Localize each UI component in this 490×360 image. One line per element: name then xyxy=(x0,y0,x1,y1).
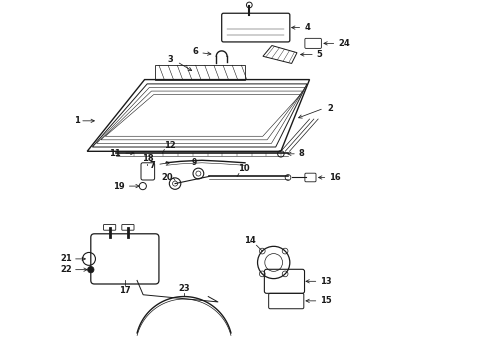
Text: 4: 4 xyxy=(304,23,310,32)
Text: 24: 24 xyxy=(338,39,350,48)
Text: 8: 8 xyxy=(298,149,304,158)
Text: 19: 19 xyxy=(113,181,125,190)
Text: 14: 14 xyxy=(244,235,256,244)
Text: 18: 18 xyxy=(142,154,153,163)
Text: 11: 11 xyxy=(110,149,122,158)
Text: 17: 17 xyxy=(119,286,131,295)
Text: 6: 6 xyxy=(193,48,198,57)
Text: 22: 22 xyxy=(60,265,72,274)
Text: 5: 5 xyxy=(317,50,322,59)
Text: 21: 21 xyxy=(60,255,72,264)
Text: 9: 9 xyxy=(191,158,196,167)
Text: 12: 12 xyxy=(164,140,176,149)
Text: 13: 13 xyxy=(320,277,332,286)
Text: 1: 1 xyxy=(74,116,80,125)
Text: 16: 16 xyxy=(329,173,341,182)
Text: 23: 23 xyxy=(178,284,190,293)
Text: 2: 2 xyxy=(327,104,333,113)
Text: 7: 7 xyxy=(149,161,155,170)
Text: 20: 20 xyxy=(161,174,172,183)
Text: 3: 3 xyxy=(168,55,173,64)
Text: 15: 15 xyxy=(320,296,332,305)
Circle shape xyxy=(88,266,94,273)
Text: 10: 10 xyxy=(238,164,249,173)
